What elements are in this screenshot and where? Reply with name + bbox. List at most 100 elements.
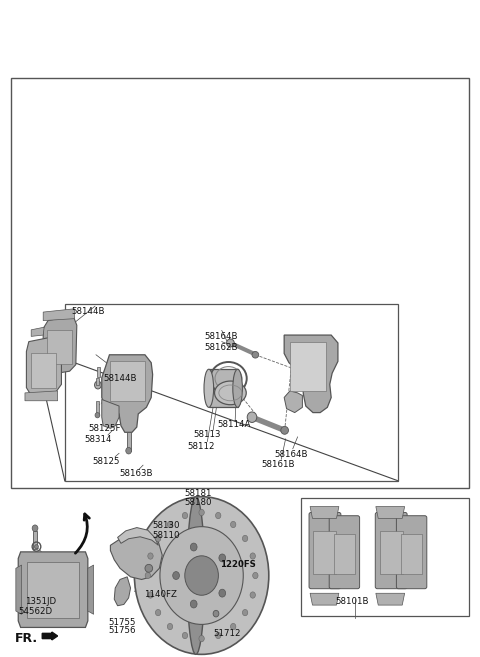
Ellipse shape [242,610,248,616]
Ellipse shape [233,369,242,407]
Ellipse shape [160,527,243,624]
Bar [313,531,336,574]
Text: 58164B: 58164B [275,450,308,459]
Ellipse shape [145,564,153,572]
Bar [401,534,422,574]
FancyArrow shape [42,632,58,640]
Bar [47,330,72,364]
Text: 58110: 58110 [153,531,180,540]
Bar [31,353,56,388]
Ellipse shape [173,572,180,579]
Text: 1140FZ: 1140FZ [144,590,176,599]
Ellipse shape [216,512,221,518]
Bar [209,369,238,407]
Polygon shape [102,355,153,432]
Ellipse shape [168,522,173,528]
Text: 58114A: 58114A [217,420,251,429]
Bar [96,378,99,385]
Polygon shape [88,565,94,614]
Polygon shape [110,532,162,579]
FancyBboxPatch shape [329,516,360,589]
Text: 58144B: 58144B [71,307,105,317]
Ellipse shape [145,572,151,579]
Polygon shape [26,336,61,396]
Ellipse shape [32,525,38,532]
Text: 54562D: 54562D [18,607,52,616]
Ellipse shape [250,592,255,598]
Text: 58112: 58112 [187,442,215,451]
Ellipse shape [252,351,259,358]
Ellipse shape [230,623,236,629]
Polygon shape [310,593,339,605]
Ellipse shape [187,497,204,654]
Ellipse shape [219,554,226,562]
Text: 58144B: 58144B [103,374,137,384]
Polygon shape [102,399,119,428]
Polygon shape [284,335,338,413]
Polygon shape [376,593,405,605]
Text: 58113: 58113 [193,430,220,440]
FancyBboxPatch shape [396,516,427,589]
Bar [127,432,131,451]
Text: 58101B: 58101B [335,597,369,606]
Ellipse shape [95,413,100,418]
Ellipse shape [156,610,161,616]
Ellipse shape [182,633,188,639]
Bar [27,562,79,618]
Ellipse shape [134,497,269,654]
Ellipse shape [227,339,234,347]
Text: 58125: 58125 [92,457,120,466]
Text: 1351JD: 1351JD [25,597,56,606]
Bar [33,531,37,549]
Ellipse shape [247,412,257,422]
Text: 51755: 51755 [108,618,135,627]
Text: 1220FS: 1220FS [220,560,256,569]
Ellipse shape [204,369,214,407]
Ellipse shape [213,610,219,617]
Polygon shape [18,552,88,627]
Ellipse shape [185,556,218,595]
Text: FR.: FR. [14,632,37,645]
Ellipse shape [191,600,197,608]
Text: 58181: 58181 [185,489,212,499]
Ellipse shape [182,512,188,518]
Text: 51712: 51712 [214,629,241,639]
Ellipse shape [148,592,153,598]
FancyBboxPatch shape [375,512,407,589]
Ellipse shape [35,545,38,549]
Bar [290,342,326,391]
FancyBboxPatch shape [309,512,341,589]
Text: 58162B: 58162B [204,343,238,352]
Ellipse shape [168,623,173,629]
Ellipse shape [199,635,204,642]
Bar [334,534,355,574]
Ellipse shape [242,535,248,541]
Polygon shape [118,528,158,545]
Polygon shape [114,577,131,606]
Polygon shape [43,309,74,321]
Polygon shape [284,391,302,413]
Bar [301,498,469,616]
Bar [380,531,403,574]
Ellipse shape [281,426,288,434]
Bar [11,78,469,488]
Bar [96,401,99,415]
Bar [65,304,398,481]
Text: 58125F: 58125F [89,424,121,433]
Polygon shape [43,315,77,374]
Ellipse shape [148,553,153,559]
Ellipse shape [95,381,101,389]
Ellipse shape [250,553,255,559]
Ellipse shape [156,535,161,541]
Text: 51756: 51756 [108,626,135,635]
Polygon shape [310,507,339,518]
Polygon shape [16,565,22,614]
Bar [97,367,100,377]
Polygon shape [376,507,405,518]
Text: 58164B: 58164B [204,332,238,341]
Ellipse shape [216,633,221,639]
Text: 58130: 58130 [153,521,180,530]
Polygon shape [25,391,58,401]
Bar [110,361,145,401]
Text: 58161B: 58161B [262,460,295,469]
